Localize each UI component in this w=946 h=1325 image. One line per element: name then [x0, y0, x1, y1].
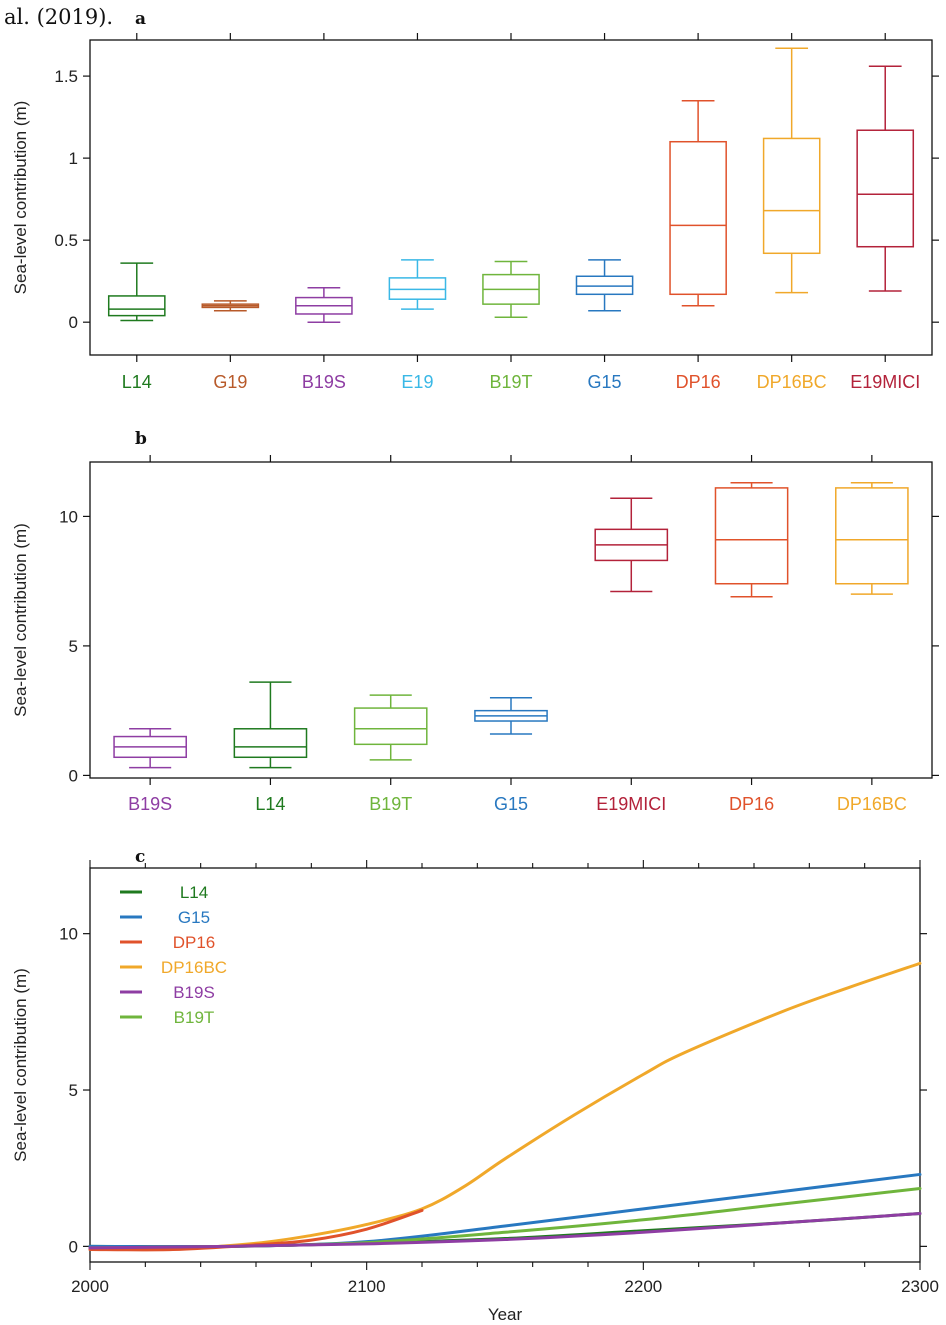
panel-a-category-label-g19: G19	[213, 372, 247, 392]
iqr-box	[575, 275, 634, 296]
panel-a-box-l14	[107, 262, 166, 322]
panel-a-label: a	[135, 9, 146, 29]
iqr-box	[762, 137, 821, 255]
panel-a-category-label-e19: E19	[401, 372, 433, 392]
panel-c-plot-frame	[89, 867, 921, 1263]
panel-c-xtick-label: 2200	[624, 1277, 662, 1296]
panel-a-box-b19s	[295, 286, 353, 323]
panel-a-box-g15	[575, 259, 634, 312]
panel-a-ylabel: Sea-level contribution (m)	[11, 101, 30, 295]
panel-c-ytick-label: 0	[69, 1237, 78, 1256]
panel-c-series-line-dp16bc	[88, 961, 922, 1252]
panel-b-box-dp16	[714, 481, 789, 598]
panel-b-ytick-label: 5	[69, 637, 78, 656]
panel-b-ytick-label: 10	[59, 507, 78, 526]
panel-c-ytick-label: 10	[59, 925, 78, 944]
panel-a-ytick-label: 1	[69, 149, 78, 168]
panel-c-series-line-g15	[88, 1172, 922, 1249]
legend-label-b19s: B19S	[173, 983, 215, 1002]
iqr-box	[388, 277, 447, 300]
panel-c-xtick-label: 2100	[348, 1277, 386, 1296]
panel-b-category-label-dp16bc: DP16BC	[837, 794, 907, 814]
panel-a-box-dp16bc	[762, 47, 821, 294]
panel-a-box-b19t	[482, 260, 540, 319]
panel-c-legend: L14 G15 DP16 DP16BC B19S B19T	[120, 883, 227, 1027]
panel-b-box-g15	[474, 696, 548, 735]
panel-b: 0 5 10 Sea-level contribution (m) b B19S L14 B1…	[11, 429, 939, 814]
legend-label-l14: L14	[180, 883, 208, 902]
iqr-box	[669, 140, 727, 296]
panel-a-category-label-g15: G15	[588, 372, 622, 392]
panel-b-category-label-b19s: B19S	[128, 794, 172, 814]
iqr-box	[353, 707, 428, 746]
panel-c-xtick-label: 2000	[71, 1277, 109, 1296]
panel-a-box-g19	[201, 300, 260, 312]
panel-b-box-b19s	[113, 728, 187, 769]
panel-b-box-dp16bc	[835, 481, 909, 595]
iqr-box	[714, 487, 789, 585]
panel-a-category-label-b19s: B19S	[302, 372, 346, 392]
panel-a-ytick-label: 0.5	[54, 231, 78, 250]
panel-a-ytick-label: 1.5	[54, 67, 78, 86]
panel-c-xlabel: Year	[488, 1305, 523, 1324]
panel-a-ytick-label: 0	[69, 313, 78, 332]
panel-b-category-label-b19t: B19T	[369, 794, 412, 814]
panel-b-box-b19t	[353, 694, 428, 761]
panel-c-ytick-label: 5	[69, 1081, 78, 1100]
panel-a-box-e19mici	[856, 65, 915, 292]
panel-c: 0 5 10 Sea-level contribution (m) c 2000 2100 2…	[11, 847, 939, 1324]
panel-c-series-line-l14	[88, 1212, 922, 1249]
panel-b-category-label-l14: L14	[255, 794, 285, 814]
panel-b-ytick-label: 0	[69, 766, 78, 785]
panel-a: 0 0.5 1 1.5 Sea-level contribution (m) a L14 G1…	[11, 9, 939, 392]
panel-a-category-label-dp16: DP16	[676, 372, 721, 392]
panel-a-category-label-dp16bc: DP16BC	[757, 372, 827, 392]
panel-a-category-label-e19mici: E19MICI	[850, 372, 920, 392]
panel-a-box-dp16	[669, 99, 727, 307]
panel-c-ylabel: Sea-level contribution (m)	[11, 968, 30, 1162]
panel-a-category-label-b19t: B19T	[489, 372, 532, 392]
panel-c-series-line-b19s	[88, 1212, 922, 1250]
legend-label-dp16: DP16	[173, 933, 216, 952]
panel-c-series-line-dp16	[88, 1208, 424, 1252]
panel-b-label: b	[135, 429, 147, 449]
legend-label-b19t: B19T	[174, 1008, 215, 1027]
iqr-box	[856, 129, 915, 248]
panel-a-category-label-l14: L14	[122, 372, 152, 392]
panel-c-label: c	[135, 847, 145, 867]
panel-b-box-l14	[233, 681, 308, 769]
panel-a-box-e19	[388, 259, 447, 310]
legend-label-dp16bc: DP16BC	[161, 958, 227, 977]
figure-caption: al. (2019).	[4, 5, 113, 29]
panel-b-category-label-g15: G15	[494, 794, 528, 814]
panel-b-category-label-e19mici: E19MICI	[596, 794, 666, 814]
panel-b-box-e19mici	[594, 497, 669, 593]
panel-b-ylabel: Sea-level contribution (m)	[11, 523, 30, 717]
iqr-box	[233, 728, 308, 759]
iqr-box	[835, 487, 909, 585]
legend-label-g15: G15	[178, 908, 210, 927]
panel-b-category-label-dp16: DP16	[729, 794, 774, 814]
panel-c-xtick-label: 2300	[901, 1277, 939, 1296]
iqr-box	[107, 295, 166, 317]
